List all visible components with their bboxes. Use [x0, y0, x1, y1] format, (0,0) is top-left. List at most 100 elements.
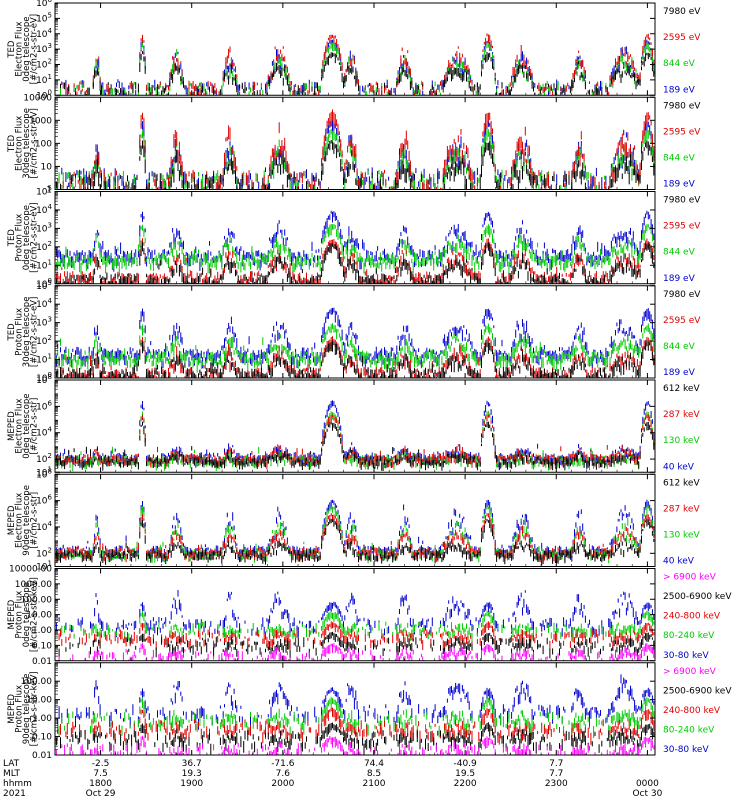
y-axis-label-line: 90deg telescope — [22, 674, 32, 745]
panel-frame — [54, 285, 656, 379]
y-tick-exponent: 5 — [48, 185, 52, 193]
time-tick-label: 19.5 — [455, 769, 475, 779]
legend-entry: 844 eV — [663, 248, 696, 258]
legend-entry: 189 eV — [663, 85, 696, 95]
y-tick-exponent: 0 — [48, 88, 52, 96]
y-tick-exponent: 6 — [48, 0, 53, 4]
y-tick-exponent: 2 — [48, 58, 52, 66]
y-tick-exponent: 2 — [48, 334, 52, 342]
y-tick-exponent: 1 — [48, 73, 52, 81]
legend-entry: 612 keV — [663, 384, 700, 394]
legend-entry: 7980 eV — [663, 7, 701, 17]
y-tick-exponent: 5 — [48, 279, 52, 287]
time-row-label: hhmm — [3, 779, 32, 789]
time-tick-label: 7.7 — [549, 769, 563, 779]
panel-frame — [54, 2, 656, 96]
y-axis-label-line: 0deg telescope — [22, 17, 32, 82]
panel-7: 0.01 0.10 1.00 10.00 100.00 1000.00 10000.00 ME… — [7, 565, 732, 667]
y-axis-label-line: 0deg telescope — [22, 582, 32, 647]
legend-entry: 7980 eV — [663, 290, 701, 300]
y-tick-label: 106 — [36, 0, 52, 9]
y-axis-label-line: [#/cm2-s-str-eV] — [30, 297, 40, 367]
time-tick-label: 2100 — [363, 779, 386, 789]
legend-entry: 2595 eV — [663, 127, 701, 137]
y-tick-label: 10.00 — [26, 696, 52, 706]
legend-entry: 612 keV — [663, 478, 700, 488]
time-tick-label: -2.5 — [92, 759, 110, 769]
time-tick-label: 0000 — [636, 779, 659, 789]
time-tick-label: Oct 29 — [86, 789, 116, 799]
y-axis-label-line: 30deg telescope — [22, 297, 32, 368]
legend-entry: 2595 eV — [663, 33, 701, 43]
y-tick-exponent: 1 — [48, 560, 52, 568]
y-tick-label: 10000.00 — [9, 565, 52, 575]
legend-entry: 189 eV — [663, 368, 696, 378]
y-axis-label-line: 30deg telescope — [22, 108, 32, 179]
y-tick-exponent: 5 — [48, 11, 52, 19]
y-axis-label-line: Proton Flux — [15, 591, 25, 639]
y-tick-label: 1000 — [29, 116, 52, 126]
y-tick-label: 1 — [46, 186, 52, 196]
y-tick-exponent: 4 — [48, 426, 53, 434]
y-tick-label: 1000.00 — [15, 580, 52, 590]
y-tick-exponent: 6 — [48, 399, 53, 407]
y-tick-label: 0.10 — [32, 733, 52, 743]
y-axis-label-line: [#/cm2-s-str] — [30, 398, 40, 455]
y-axis-label-line: MEPED — [7, 599, 17, 629]
y-tick-label: 10.00 — [26, 611, 52, 621]
y-tick-label: 100.00 — [21, 677, 53, 687]
series-2-2 — [54, 109, 655, 190]
legend-entry: 240-800 keV — [663, 706, 721, 716]
time-tick-label: 1800 — [89, 779, 112, 789]
time-tick-label: 74.4 — [364, 759, 384, 769]
time-tick-label: -71.6 — [271, 759, 295, 769]
y-tick-exponent: 0 — [48, 371, 52, 379]
y-axis-label-line: MEPED — [7, 411, 17, 441]
y-tick-label: 100.00 — [21, 595, 53, 605]
y-tick-label: 100 — [35, 139, 52, 149]
y-tick-label: 1.00 — [32, 626, 52, 636]
y-tick-label: 10 — [41, 162, 53, 172]
legend-entry: 40 keV — [663, 557, 695, 567]
legend-entry: 2595 eV — [663, 316, 701, 326]
y-axis-label-line: 0deg telescope — [22, 394, 32, 459]
y-axis-label-line: MEPED — [7, 694, 17, 724]
y-tick-label: 10000 — [23, 93, 52, 103]
time-tick-label: 8.5 — [367, 769, 381, 779]
panel-frame — [54, 662, 656, 756]
panel-frame — [54, 379, 656, 473]
legend-entry: 40 keV — [663, 462, 695, 472]
time-tick-label: 7.5 — [93, 769, 107, 779]
legend-entry: 7980 eV — [663, 101, 701, 111]
y-tick-exponent: 3 — [48, 316, 52, 324]
y-axis-label-line: 0deg telescope — [22, 205, 32, 270]
y-axis-label-line: Proton Flux — [15, 685, 25, 733]
time-tick-label: 2000 — [271, 779, 294, 789]
legend-entry: 189 eV — [663, 180, 696, 190]
y-axis-label-line: Electron Flux — [15, 493, 25, 548]
y-tick-label: 0.01 — [32, 657, 52, 667]
time-tick-label: 7.7 — [549, 759, 563, 769]
legend-entry: 844 eV — [663, 59, 696, 69]
y-tick-exponent: 1 — [48, 353, 52, 361]
y-axis-label-line: TED — [7, 323, 17, 342]
time-row-label: MLT — [3, 769, 21, 779]
y-axis-label-line: [#/cm2-s-str-eV] — [30, 108, 40, 178]
y-axis-label-line: [#/cm2-s-str-keV] — [30, 577, 40, 652]
legend-entry: > 6900 keV — [663, 667, 717, 677]
y-axis-label-line: 90deg telescope — [22, 485, 32, 556]
legend-entry: 7980 eV — [663, 196, 701, 206]
y-axis-label-line: TED — [7, 134, 17, 153]
time-tick-label: -40.9 — [453, 759, 477, 769]
panel-frame — [54, 191, 656, 285]
y-tick-exponent: 1 — [48, 258, 52, 266]
y-tick-exponent: 1 — [48, 465, 52, 473]
legend-entry: 130 keV — [663, 530, 700, 540]
